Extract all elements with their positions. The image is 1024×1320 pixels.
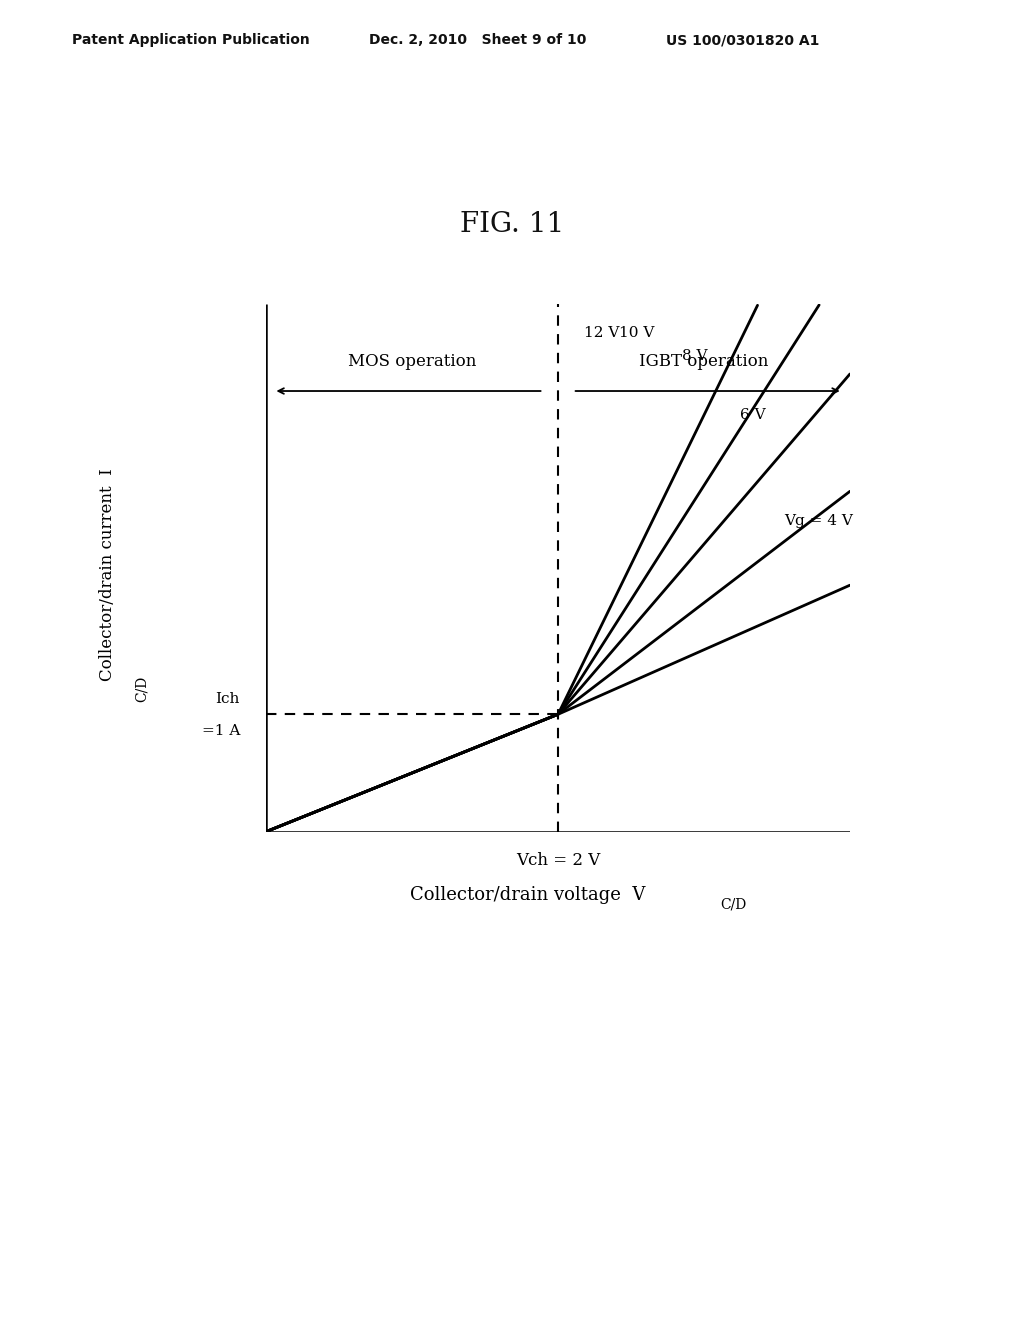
Text: Vch = 2 V: Vch = 2 V [516,853,600,869]
Text: IGBT operation: IGBT operation [639,354,769,370]
Text: 12 V: 12 V [585,326,620,341]
Text: US 100/0301820 A1: US 100/0301820 A1 [666,33,819,48]
Text: 10 V: 10 V [620,326,654,341]
Text: 8 V: 8 V [682,350,708,363]
Text: FIG. 11: FIG. 11 [460,211,564,238]
Text: 6 V: 6 V [740,408,766,422]
Text: Patent Application Publication: Patent Application Publication [72,33,309,48]
Text: C/D: C/D [134,676,148,702]
Text: Dec. 2, 2010   Sheet 9 of 10: Dec. 2, 2010 Sheet 9 of 10 [369,33,586,48]
Text: MOS operation: MOS operation [348,354,476,370]
Text: =1 A: =1 A [202,723,240,738]
Text: Collector/drain voltage  V: Collector/drain voltage V [410,886,645,904]
Text: C/D: C/D [720,898,746,911]
Text: Ich: Ich [216,692,240,706]
Text: Collector/drain current  I: Collector/drain current I [99,467,116,681]
Text: Vg = 4 V: Vg = 4 V [784,513,853,528]
